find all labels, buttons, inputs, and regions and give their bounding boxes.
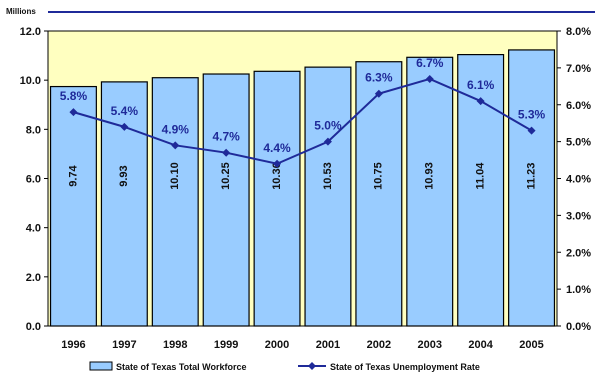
left-axis-tick-label: 8.0 xyxy=(26,124,41,136)
unemployment-rate-label: 6.3% xyxy=(365,71,393,85)
x-axis-year-label: 2004 xyxy=(468,339,493,351)
left-axis-tick-label: 4.0 xyxy=(26,223,41,235)
right-axis-tick-label: 6.0% xyxy=(566,100,591,112)
workforce-bar xyxy=(508,49,556,327)
right-axis-tick-label: 4.0% xyxy=(566,174,591,186)
x-axis-year-label: 1998 xyxy=(163,339,187,351)
x-axis-year-label: 2003 xyxy=(418,339,442,351)
workforce-bar-value-label: 10.25 xyxy=(220,162,232,190)
unemployment-rate-label: 6.1% xyxy=(467,78,495,92)
workforce-bar xyxy=(49,85,97,327)
unemployment-point xyxy=(374,89,383,98)
right-axis-tick-label: 8.0% xyxy=(566,26,591,38)
workforce-bar-value-label: 11.23 xyxy=(525,163,537,190)
unemployment-point xyxy=(425,74,434,83)
workforce-bar-value-label: 10.36 xyxy=(271,162,283,190)
x-axis-year-label: 2002 xyxy=(367,339,391,351)
unemployment-rate-label: 5.4% xyxy=(111,104,139,118)
legend-diamond-marker xyxy=(308,362,316,370)
unemployment-rate-label: 5.0% xyxy=(314,119,342,133)
left-axis-tick-label: 12.0 xyxy=(20,26,41,38)
x-axis-year-label: 1999 xyxy=(214,339,238,351)
workforce-bar-value-label: 11.04 xyxy=(475,162,487,190)
legend: State of Texas Total Workforce State of … xyxy=(89,361,480,372)
unemployment-rate-label: 4.7% xyxy=(212,130,240,144)
unemployment-rate-label: 4.4% xyxy=(263,141,291,155)
x-axis-year-label: 1996 xyxy=(61,339,85,351)
unemployment-point xyxy=(171,141,180,150)
unemployment-point xyxy=(323,137,332,146)
x-axis-year-label: 2001 xyxy=(316,339,340,351)
x-axis-year-label: 1997 xyxy=(112,339,136,351)
x-axis-year-label: 2000 xyxy=(265,339,289,351)
legend-bar-swatch xyxy=(89,361,113,371)
left-axis-tick-label: 10.0 xyxy=(20,75,41,87)
workforce-bar-labels: 9.74 9.93 10.10 10.25 10.36 10.53 10.75 10.93 11… xyxy=(67,162,537,190)
unemployment-point xyxy=(120,122,129,131)
unemployment-point xyxy=(69,108,78,117)
left-axis-tick-label: 0.0 xyxy=(26,321,41,333)
workforce-bar xyxy=(253,70,301,327)
workforce-bar xyxy=(151,77,199,327)
unemployment-rate-labels: 5.8% 5.4% 4.9% 4.7% 4.4% 5.0% 6.3% 6.7% 6.1% 5.3% xyxy=(60,56,546,155)
right-axis-tick-label: 1.0% xyxy=(566,284,591,296)
left-axis-tick-label: 2.0 xyxy=(26,272,41,284)
workforce-bar xyxy=(355,61,403,327)
left-axis: 0.0 2.0 4.0 6.0 8.0 10.0 12.0 xyxy=(20,26,48,333)
unemployment-rate-label: 6.7% xyxy=(416,56,444,70)
right-axis-tick-label: 0.0% xyxy=(566,321,591,333)
workforce-bar-value-label: 10.93 xyxy=(424,162,436,190)
workforce-bar-value-label: 9.93 xyxy=(118,165,130,186)
unemployment-rate-label: 5.3% xyxy=(518,108,546,122)
right-axis-tick-label: 5.0% xyxy=(566,137,591,149)
right-axis-tick-label: 2.0% xyxy=(566,247,591,259)
workforce-bar-value-label: 10.53 xyxy=(322,162,334,190)
workforce-bar xyxy=(202,73,250,327)
x-axis-labels: 1996 1997 1998 1999 2000 2001 2002 2003 2004 2005 xyxy=(61,339,544,351)
units-label: Millions xyxy=(6,7,36,16)
legend-workforce-label: State of Texas Total Workforce xyxy=(116,362,247,372)
x-axis-year-label: 2005 xyxy=(519,339,543,351)
plot-frame xyxy=(47,30,558,327)
unemployment-point xyxy=(527,126,536,135)
unemployment-rate-label: 4.9% xyxy=(162,122,190,136)
workforce-bar-value-label: 10.75 xyxy=(373,162,385,190)
workforce-bar-value-label: 9.74 xyxy=(67,164,79,186)
unemployment-point xyxy=(476,97,485,106)
left-axis-tick-label: 6.0 xyxy=(26,174,41,186)
unemployment-point xyxy=(222,148,231,157)
right-axis: 0.0% 1.0% 2.0% 3.0% 4.0% 5.0% 6.0% 7.0% 8.0% xyxy=(557,26,591,333)
workforce-bar xyxy=(304,66,352,327)
unemployment-line-path xyxy=(73,77,533,165)
unemployment-line xyxy=(69,74,536,168)
unemployment-rate-label: 5.8% xyxy=(60,89,88,103)
legend-unemployment-label: State of Texas Unemployment Rate xyxy=(330,362,480,372)
right-axis-tick-label: 7.0% xyxy=(566,63,591,75)
workforce-bar-value-label: 10.10 xyxy=(169,162,181,190)
workforce-bar xyxy=(406,56,454,327)
right-axis-tick-label: 3.0% xyxy=(566,210,591,222)
workforce-bar xyxy=(100,81,148,327)
unemployment-point xyxy=(273,159,282,168)
